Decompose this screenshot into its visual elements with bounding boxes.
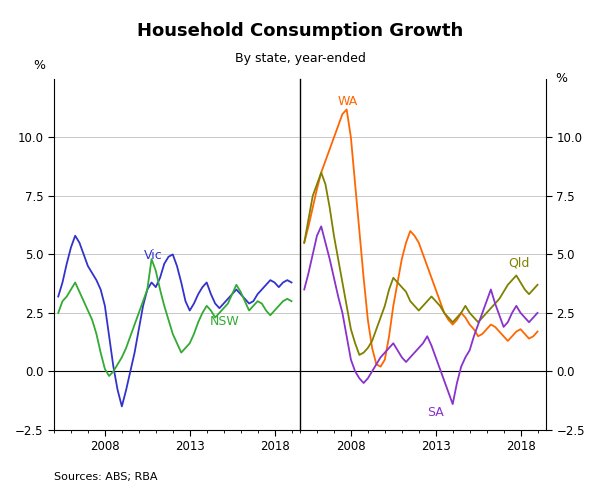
Text: Vic: Vic xyxy=(144,249,163,262)
Y-axis label: %: % xyxy=(555,72,567,85)
Text: By state, year-ended: By state, year-ended xyxy=(235,52,365,65)
Text: Sources: ABS; RBA: Sources: ABS; RBA xyxy=(54,472,157,482)
Text: NSW: NSW xyxy=(210,315,240,328)
Y-axis label: %: % xyxy=(33,59,45,72)
Text: WA: WA xyxy=(337,95,358,108)
Text: Household Consumption Growth: Household Consumption Growth xyxy=(137,22,463,40)
Text: SA: SA xyxy=(427,406,444,419)
Text: Qld: Qld xyxy=(509,256,530,269)
